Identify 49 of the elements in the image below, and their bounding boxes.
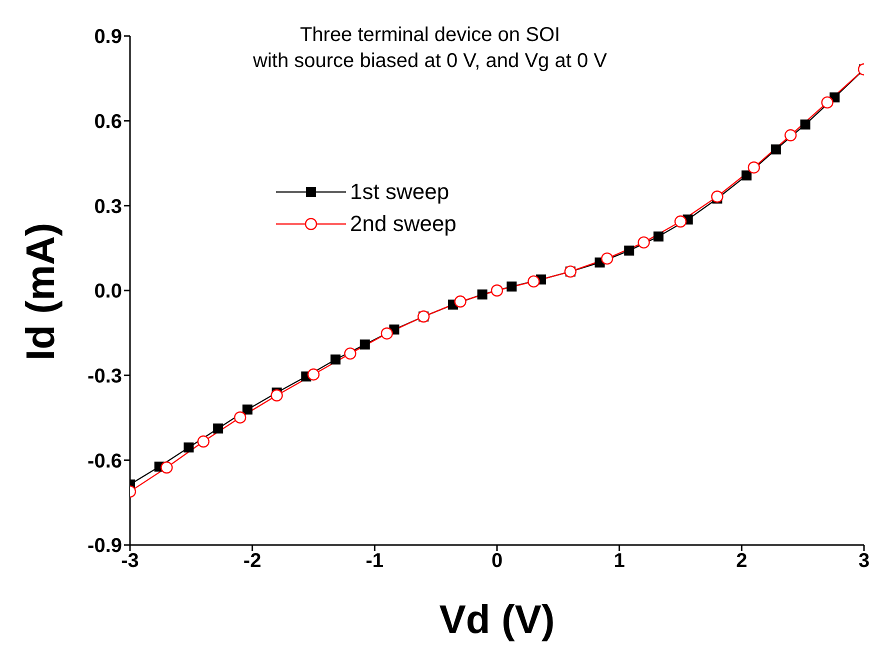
point <box>360 340 370 350</box>
x-tick-label: 1 <box>614 550 625 572</box>
x-tick-label: -3 <box>121 550 139 572</box>
point <box>242 404 252 415</box>
point <box>711 190 724 203</box>
point <box>197 435 210 448</box>
y-axis-title: Id (mA) <box>19 222 64 360</box>
point <box>528 275 540 288</box>
y-tick-label: -0.6 <box>88 450 122 472</box>
point <box>748 161 760 174</box>
y-tick-label: 0.3 <box>94 196 122 218</box>
point <box>477 289 488 300</box>
point <box>601 252 614 265</box>
point <box>506 282 517 292</box>
point <box>638 236 650 249</box>
point <box>344 347 356 360</box>
point <box>380 327 393 340</box>
x-tick-label: 3 <box>858 550 870 572</box>
point <box>800 120 810 130</box>
point <box>784 129 797 142</box>
point <box>821 96 834 109</box>
x-tick-label: 0 <box>491 550 503 572</box>
point <box>742 170 752 180</box>
y-tick-label: 0.9 <box>94 26 122 48</box>
point <box>307 368 320 381</box>
legend-label: 1st sweep <box>350 179 450 205</box>
y-tick-label: 0.6 <box>94 110 122 133</box>
y-tick-label: 0.0 <box>94 280 122 303</box>
point <box>674 215 687 228</box>
y-tick-label: -0.9 <box>88 535 122 558</box>
point <box>270 389 283 402</box>
annotation: Three terminal device on SOI <box>298 23 562 48</box>
x-tick-label: 2 <box>736 550 748 572</box>
point <box>234 411 246 424</box>
y-tick-label: -0.3 <box>88 365 122 388</box>
annotation: with source biased at 0 V, and Vg at 0 V <box>252 49 608 74</box>
point <box>454 295 466 308</box>
point <box>184 442 194 452</box>
point <box>624 246 634 256</box>
legend-label: 2nd sweep <box>350 211 456 237</box>
x-axis-title: Vd (V) <box>439 598 555 642</box>
x-tick-label: -1 <box>366 550 384 572</box>
point <box>653 231 664 242</box>
point <box>160 461 173 474</box>
point <box>213 423 224 434</box>
point <box>490 284 504 297</box>
x-tick-label: -2 <box>243 550 262 572</box>
point <box>770 144 781 154</box>
point <box>330 354 341 364</box>
